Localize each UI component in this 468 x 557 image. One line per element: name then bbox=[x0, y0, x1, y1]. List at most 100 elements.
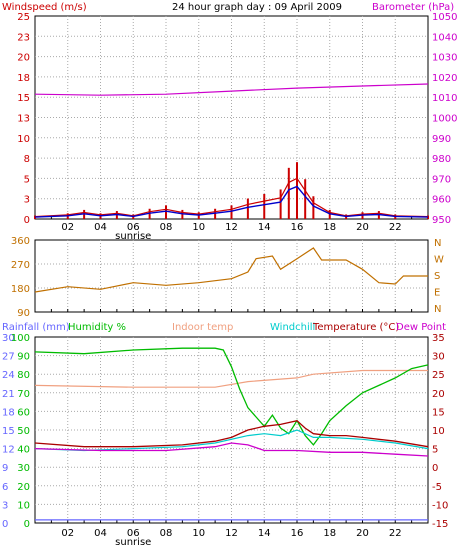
x-tick-label: 04 bbox=[94, 222, 107, 233]
humidity-tick-label: 60 bbox=[17, 407, 30, 418]
barometer-tick-label: 1040 bbox=[432, 32, 457, 43]
windspeed-tick-label: 0 bbox=[24, 215, 30, 226]
barometer-tick-label: 950 bbox=[432, 215, 451, 226]
dewpoint-legend: Dew Point bbox=[396, 322, 446, 333]
temperature-tick-label: 30 bbox=[432, 352, 445, 363]
dewpoint-line bbox=[34, 442, 429, 457]
temperature-tick-label: -15 bbox=[432, 519, 448, 530]
temperature-tick-label: -10 bbox=[432, 500, 448, 511]
x-tick-label: 12 bbox=[225, 528, 238, 539]
x-tick-label: 18 bbox=[323, 222, 336, 233]
windspeed-tick-label: 23 bbox=[17, 32, 30, 43]
indoor-temp-legend: Indoor temp bbox=[172, 322, 233, 333]
indoor-temp-line bbox=[34, 369, 428, 388]
x-tick-label: 06 bbox=[127, 222, 140, 233]
barometer-tick-label: 1030 bbox=[432, 53, 457, 64]
barometer-tick-label: 990 bbox=[432, 134, 451, 145]
humidity-tick-label: 30 bbox=[17, 463, 30, 474]
direction-tick-label: 180 bbox=[11, 284, 30, 295]
barometer-tick-label: 960 bbox=[432, 195, 451, 206]
x-tick-label: 06 bbox=[127, 528, 140, 539]
rain-tick-label: 15 bbox=[2, 426, 15, 437]
rain-tick-label: 18 bbox=[2, 407, 15, 418]
rain-tick-label: 6 bbox=[2, 482, 8, 493]
sunrise-label: sunrise bbox=[115, 231, 151, 242]
humidity-legend: Humidity % bbox=[68, 322, 126, 333]
rain-tick-label: 12 bbox=[2, 445, 15, 456]
direction-tick-label: 270 bbox=[11, 260, 30, 271]
temperature-tick-label: 5 bbox=[432, 445, 438, 456]
sunrise-label: sunrise bbox=[115, 537, 151, 548]
barometer-axis-label: Barometer (hPa) bbox=[372, 2, 454, 13]
humidity-tick-label: 0 bbox=[24, 519, 30, 530]
windspeed-tick-label: 5 bbox=[24, 174, 30, 185]
x-tick-label: 18 bbox=[323, 528, 336, 539]
compass-tick-label: E bbox=[434, 288, 440, 299]
barometer-tick-label: 1020 bbox=[432, 73, 457, 84]
compass-tick-label: W bbox=[434, 255, 444, 266]
humidity-line bbox=[34, 347, 429, 446]
rain-tick-label: 9 bbox=[2, 463, 8, 474]
temperature-line bbox=[34, 419, 429, 448]
x-tick-label: 02 bbox=[61, 222, 74, 233]
chart-title: 24 hour graph day : 09 April 2009 bbox=[172, 2, 342, 13]
temperature-tick-label: 25 bbox=[432, 370, 445, 381]
windchill-legend: Windchill bbox=[270, 322, 315, 333]
direction-tick-label: 90 bbox=[17, 308, 30, 319]
compass-tick-label: S bbox=[434, 271, 440, 282]
wind-average-line bbox=[34, 185, 429, 218]
humidity-tick-label: 90 bbox=[17, 352, 30, 363]
windspeed-tick-label: 18 bbox=[17, 73, 30, 84]
rain-tick-label: 0 bbox=[2, 519, 8, 530]
barometer-tick-label: 970 bbox=[432, 174, 451, 185]
barometer-tick-label: 1010 bbox=[432, 93, 457, 104]
windspeed-tick-label: 15 bbox=[17, 93, 30, 104]
x-tick-label: 12 bbox=[225, 222, 238, 233]
windspeed-tick-label: 13 bbox=[17, 114, 30, 125]
x-tick-label: 08 bbox=[160, 222, 173, 233]
windspeed-tick-label: 25 bbox=[17, 12, 30, 23]
temperature-tick-label: -5 bbox=[432, 482, 442, 493]
compass-tick-label: N bbox=[434, 304, 441, 315]
humidity-tick-label: 50 bbox=[17, 426, 30, 437]
windchill-line bbox=[34, 429, 429, 452]
windspeed-axis-label: Windspeed (m/s) bbox=[2, 2, 87, 13]
windspeed-tick-label: 10 bbox=[17, 134, 30, 145]
rain-tick-label: 21 bbox=[2, 389, 15, 400]
x-tick-label: 16 bbox=[291, 222, 304, 233]
rain-tick-label: 30 bbox=[2, 333, 15, 344]
x-tick-label: 20 bbox=[356, 528, 369, 539]
rain-tick-label: 3 bbox=[2, 500, 8, 511]
humidity-tick-label: 100 bbox=[11, 333, 30, 344]
x-tick-label: 14 bbox=[258, 222, 271, 233]
humidity-tick-label: 10 bbox=[17, 500, 30, 511]
x-tick-label: 14 bbox=[258, 528, 271, 539]
compass-tick-label: N bbox=[434, 238, 441, 249]
barometer-tick-label: 1050 bbox=[432, 12, 457, 23]
barometer-line bbox=[34, 83, 429, 96]
x-tick-label: 08 bbox=[160, 528, 173, 539]
direction-tick-label: 360 bbox=[11, 236, 30, 247]
barometer-tick-label: 1000 bbox=[432, 114, 457, 125]
x-tick-label: 16 bbox=[291, 528, 304, 539]
humidity-tick-label: 20 bbox=[17, 482, 30, 493]
temperature-tick-label: 0 bbox=[432, 463, 438, 474]
temperature-tick-label: 20 bbox=[432, 389, 445, 400]
windspeed-tick-label: 8 bbox=[24, 154, 30, 165]
humidity-tick-label: 40 bbox=[17, 445, 30, 456]
barometer-tick-label: 980 bbox=[432, 154, 451, 165]
humidity-tick-label: 70 bbox=[17, 389, 30, 400]
rainfall-legend: Rainfall (mm) bbox=[2, 322, 70, 333]
x-tick-label: 10 bbox=[192, 528, 205, 539]
x-tick-label: 02 bbox=[61, 528, 74, 539]
temperature-tick-label: 10 bbox=[432, 426, 445, 437]
x-tick-label: 22 bbox=[389, 222, 402, 233]
temperature-tick-label: 35 bbox=[432, 333, 445, 344]
windspeed-tick-label: 3 bbox=[24, 195, 30, 206]
rain-tick-label: 24 bbox=[2, 370, 15, 381]
rain-tick-label: 27 bbox=[2, 352, 15, 363]
x-tick-label: 22 bbox=[389, 528, 402, 539]
temperature-legend: Temperature (°C) bbox=[312, 322, 399, 333]
wind-direction-line bbox=[34, 247, 428, 293]
